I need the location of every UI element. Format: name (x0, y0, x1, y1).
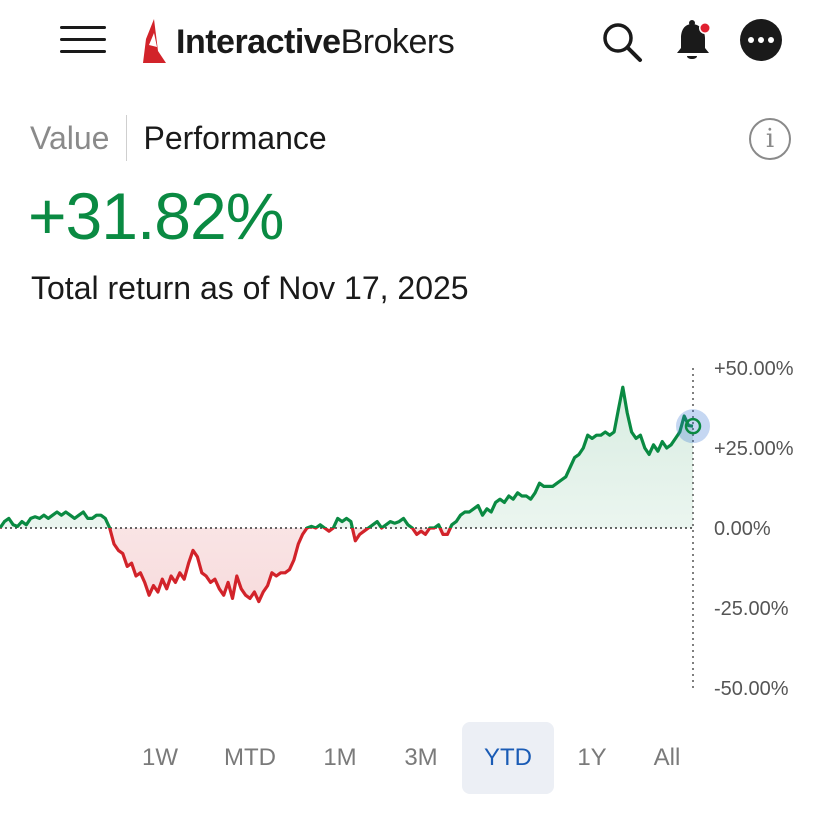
range-3m[interactable]: 3M (404, 744, 438, 771)
range-selector: 1W MTD 1M 3M YTD 1Y All (0, 722, 822, 796)
search-icon[interactable] (600, 20, 644, 64)
range-1y[interactable]: 1Y (577, 744, 607, 771)
range-mtd[interactable]: MTD (224, 744, 276, 771)
y-tick-label: +25.00% (714, 438, 794, 460)
app-header: InteractiveBrokers (0, 0, 822, 90)
range-ytd[interactable]: YTD (462, 722, 554, 794)
view-tabs: Value Performance (30, 114, 327, 162)
range-all[interactable]: All (653, 744, 681, 771)
tab-divider (126, 115, 128, 161)
total-return-value: +31.82% (28, 179, 284, 253)
area-positive (0, 387, 693, 528)
notification-dot (700, 23, 710, 33)
brand-name: InteractiveBrokers (176, 22, 455, 61)
tab-performance[interactable]: Performance (143, 119, 327, 156)
y-tick-label: -25.00% (714, 598, 789, 620)
current-point (684, 417, 702, 435)
current-point-halo (676, 409, 710, 444)
y-tick-label: -50.00% (714, 678, 789, 700)
area-negative (0, 528, 693, 602)
series-line-negative (0, 528, 453, 604)
brand-mark-icon (143, 19, 166, 63)
total-return-caption: Total return as of Nov 17, 2025 (31, 270, 469, 306)
tab-value[interactable]: Value (30, 119, 110, 156)
more-options-icon[interactable] (740, 19, 782, 61)
range-1w[interactable]: 1W (142, 744, 178, 771)
y-tick-label: +50.00% (714, 358, 794, 380)
range-1m[interactable]: 1M (323, 744, 357, 771)
series-line-positive (0, 385, 694, 528)
brand-logo: InteractiveBrokers (140, 16, 455, 68)
info-icon[interactable]: i (749, 118, 791, 160)
bell-icon[interactable] (672, 18, 716, 64)
y-tick-label: 0.00% (714, 518, 771, 540)
menu-icon[interactable] (60, 24, 108, 56)
performance-chart[interactable]: +50.00% +25.00% 0.00% -25.00% -50.00% (0, 350, 822, 700)
